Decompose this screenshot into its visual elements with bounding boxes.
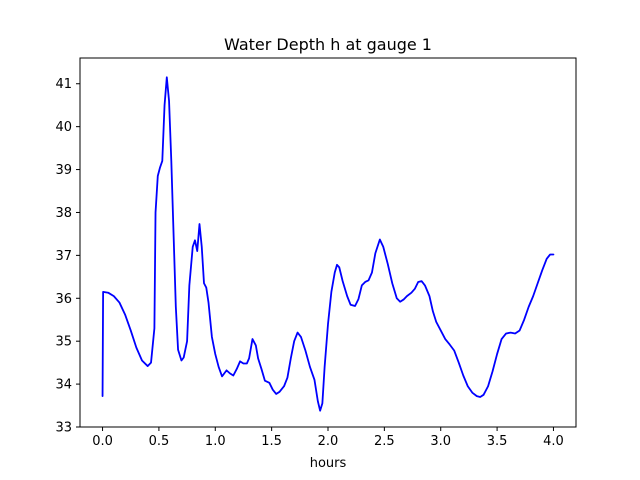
y-tick-label: 35 (55, 335, 72, 350)
x-tick-label: 2.5 (374, 434, 395, 449)
plot-frame (79, 57, 577, 428)
y-tick-label: 34 (55, 378, 72, 393)
x-tick-label: 2.0 (318, 434, 339, 449)
y-tick-label: 40 (55, 120, 72, 135)
y-tick-label: 33 (55, 421, 72, 436)
y-tick-label: 36 (55, 292, 72, 307)
y-tick-label: 37 (55, 249, 72, 264)
x-tick-label: 4.0 (543, 434, 564, 449)
x-tick-label: 0.5 (149, 434, 170, 449)
x-tick-label: 0.0 (92, 434, 113, 449)
y-tick-label: 41 (55, 77, 72, 92)
x-tick-label: 3.5 (487, 434, 508, 449)
axis-ticks: 0.0 0.5 1.0 1.5 2.0 2.5 3.0 3.5 4.0 33 34 35 36 37 38 3… (55, 77, 563, 449)
x-tick-label: 1.0 (205, 434, 226, 449)
series-layer (101, 76, 555, 412)
x-axis-label: hours (310, 456, 347, 471)
x-tick-label: 3.0 (430, 434, 451, 449)
chart-title: Water Depth h at gauge 1 (224, 35, 432, 54)
series-line (101, 76, 555, 412)
x-tick-label: 1.5 (261, 434, 282, 449)
y-tick-label: 38 (55, 206, 72, 221)
y-tick-label: 39 (55, 163, 72, 178)
